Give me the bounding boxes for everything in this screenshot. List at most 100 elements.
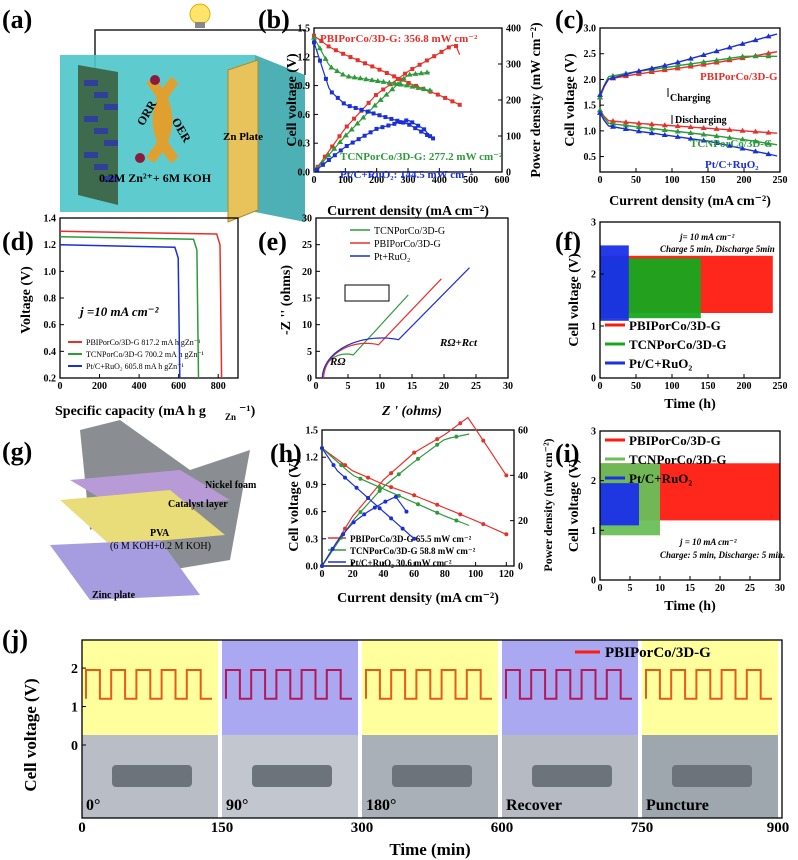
x-tick-label: 60	[409, 569, 419, 580]
y-tick-label: 1.5	[298, 24, 311, 35]
device-shape	[252, 765, 332, 787]
voltage-point	[363, 76, 370, 82]
x-tick-label: 150	[211, 820, 234, 836]
x-tick-label: 30	[503, 381, 513, 392]
device-shape	[392, 765, 472, 787]
voltage-point	[416, 502, 420, 507]
series-label: TCNPorCo/3D-G	[690, 138, 773, 150]
charge-point	[700, 59, 707, 65]
discharge-point	[674, 133, 681, 139]
charge-point	[739, 53, 746, 59]
charge-point	[726, 44, 733, 50]
voltage-square-wave	[365, 669, 492, 700]
discharge-point	[713, 125, 720, 131]
y-tick-label: 0	[71, 739, 78, 754]
y-tick-label: 0.0	[306, 562, 319, 573]
panel-f-frame	[599, 221, 781, 379]
x-axis-title: Z ' (ohms)	[381, 404, 442, 419]
y-tick-label: 0.2	[44, 374, 57, 385]
charge-point	[739, 40, 746, 46]
charge-point	[609, 74, 616, 80]
voltage-point	[457, 102, 462, 107]
power-point	[366, 100, 371, 105]
voltage-point	[343, 463, 348, 468]
power-point	[342, 132, 349, 138]
voltage-curve-2	[321, 447, 415, 540]
y-tick-label: 15	[302, 294, 312, 305]
x-tick-label: 20	[715, 583, 725, 594]
y-tick-label: 1.5	[306, 426, 319, 437]
y-tick-label: 0.6	[298, 110, 311, 121]
x-tick-label: 40	[378, 569, 388, 580]
pva-label: PVA	[150, 528, 170, 539]
power-point	[371, 102, 378, 108]
y-tick-label: 2	[591, 270, 596, 281]
y-tick-label: 30	[302, 214, 312, 225]
discharge-point	[700, 137, 707, 143]
y-tick-label: 0.6	[44, 320, 57, 331]
voltage-point	[377, 113, 382, 118]
y-tick-label: 1	[591, 322, 596, 333]
voltage-point	[435, 510, 440, 515]
voltage-point	[426, 87, 433, 93]
device-shape	[532, 765, 612, 787]
charge-point	[635, 68, 642, 74]
panel-label-f: (f)	[555, 227, 581, 256]
cycle-band-2	[600, 483, 639, 526]
charge-curve-0	[599, 51, 778, 98]
y-tick-label: 2.0	[584, 75, 597, 86]
power-point	[481, 438, 486, 443]
y-tick-label: 1.0	[44, 267, 57, 278]
discharge-point	[752, 128, 759, 134]
legend-label: PBIPorCo/3D-G 65.5 mW cm⁻²	[350, 534, 472, 544]
power-point	[412, 70, 419, 76]
voltage-point	[311, 34, 317, 40]
x-axis-title: Current density (mA cm⁻²)	[327, 204, 489, 219]
power-point	[446, 45, 451, 50]
voltage-point	[365, 109, 370, 114]
voltage-point	[374, 77, 381, 83]
x-tick-label: 0	[320, 569, 325, 580]
x-tick-label: 800	[211, 381, 226, 392]
charge-point	[597, 94, 603, 100]
cycle-annotation: Charge: 5 min, Discharge: 5 min.	[660, 550, 785, 560]
discharge-point	[713, 133, 720, 139]
discharge-point	[726, 134, 733, 140]
capacity-curve-2	[59, 243, 181, 379]
discharge-point	[687, 129, 694, 135]
x-tick-label: 25	[471, 381, 481, 392]
charge-point	[635, 70, 642, 76]
power-point	[337, 134, 342, 139]
power-point	[389, 471, 394, 476]
y-tick-label: 10	[302, 320, 312, 331]
legend-label: Pt/C+RuO₂	[629, 356, 692, 371]
y-tick-label: 3	[591, 218, 596, 229]
x-tick-label: 150	[701, 175, 716, 186]
current-annotation: j = 10 mA cm⁻²	[678, 537, 737, 547]
power-point	[392, 121, 397, 126]
power-point	[374, 126, 379, 131]
voltage-square-wave	[645, 669, 772, 700]
panel-label-a: (a)	[2, 5, 32, 34]
voltage-point	[406, 81, 411, 86]
power-point	[412, 450, 417, 455]
voltage-point	[389, 116, 394, 121]
power-point	[416, 123, 421, 128]
discharge-point	[726, 142, 733, 148]
y-tick-label: 1	[71, 700, 78, 715]
charge-point	[622, 71, 629, 77]
power-point	[416, 456, 420, 461]
power-point	[356, 137, 361, 142]
voltage-square-wave	[85, 669, 212, 700]
voltage-point	[458, 512, 463, 517]
legend-label: Pt+RuO₂	[374, 252, 410, 263]
voltage-point	[317, 58, 322, 63]
power-point	[348, 126, 355, 132]
r-ohm-annotation: RΩ	[329, 356, 346, 368]
x-tick-label: 900	[767, 820, 790, 836]
power-point	[458, 421, 463, 426]
power-point	[339, 535, 344, 540]
discharge-point	[648, 130, 655, 136]
power-point	[404, 118, 409, 123]
power-point	[435, 437, 440, 442]
